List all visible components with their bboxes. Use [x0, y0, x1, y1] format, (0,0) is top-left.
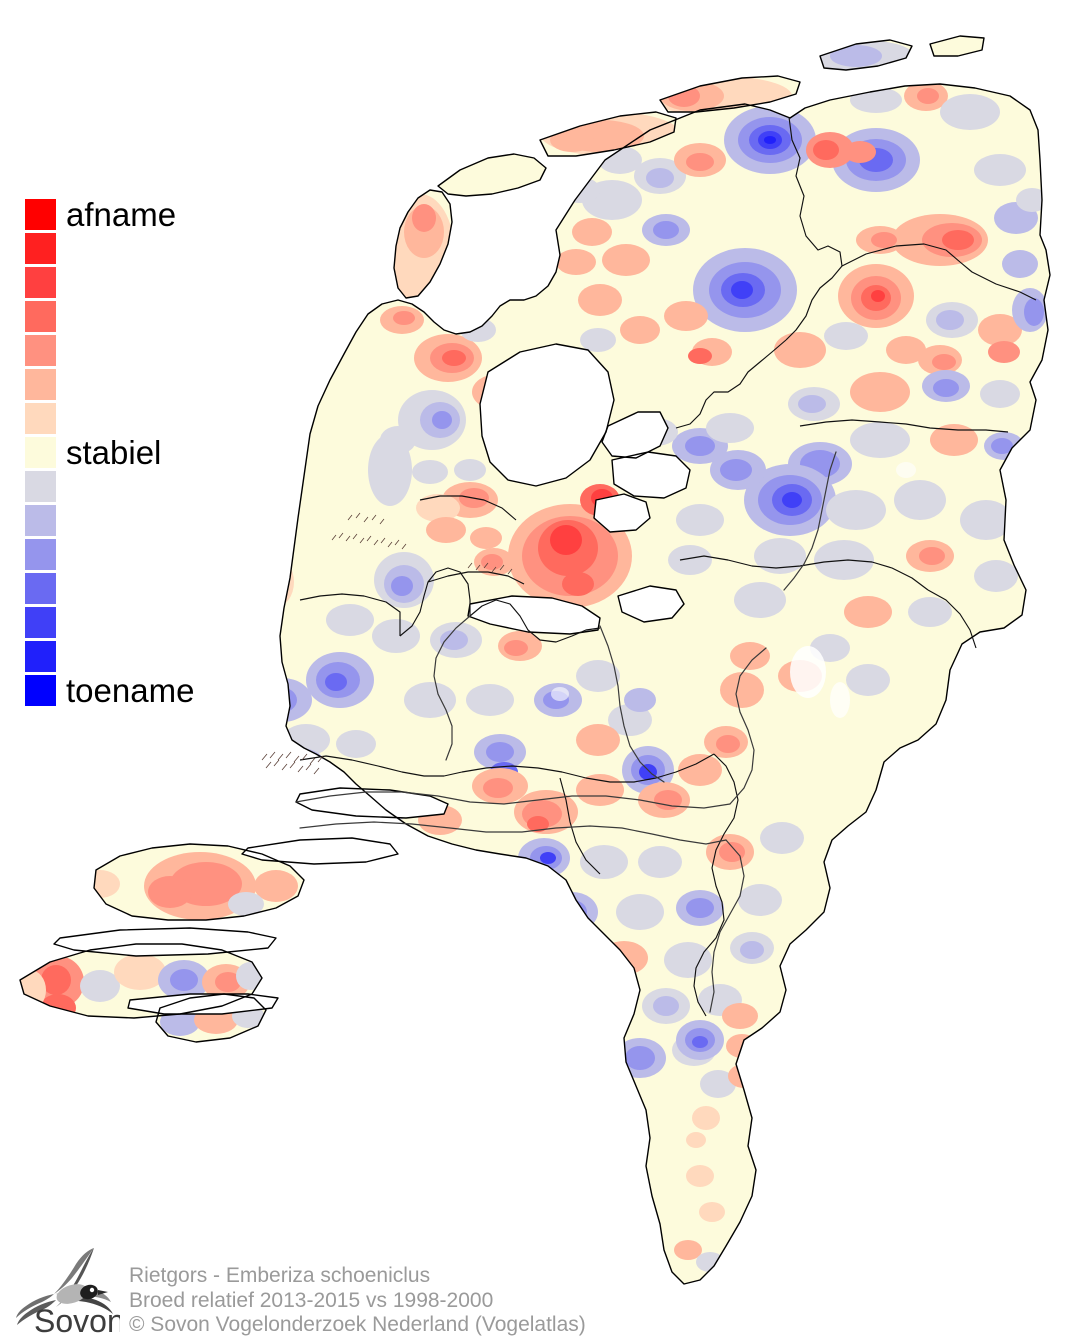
legend-swatch-decrease-2 — [25, 369, 56, 400]
legend-row — [25, 335, 245, 369]
legend-row — [25, 403, 245, 437]
province-boundaries — [299, 116, 1037, 1017]
legend-swatch-decrease-1 — [25, 403, 56, 434]
legend-row — [25, 267, 245, 301]
legend-row — [25, 641, 245, 675]
legend-swatch-decrease-6 — [25, 233, 56, 264]
credits-period: Broed relatief 2013-2015 vs 1998-2000 — [129, 1288, 494, 1312]
legend-swatch-decrease-5 — [25, 267, 56, 298]
legend-row — [25, 607, 245, 641]
credits-block: Rietgors - Emberiza schoeniclus Broed re… — [129, 1264, 586, 1338]
water-bodies — [54, 344, 690, 1014]
legend-swatch-increase-4 — [25, 573, 56, 604]
legend-row: stabiel — [25, 434, 245, 471]
legend-row: toename — [25, 672, 245, 709]
legend-swatch-increase-3 — [25, 539, 56, 570]
swallow-icon: Sovon — [16, 1248, 120, 1338]
map-outlines — [19, 35, 1051, 1285]
legend-row — [25, 301, 245, 335]
trend-surface-zeeland — [20, 852, 298, 1036]
legend-swatch-decrease-7 — [25, 199, 56, 230]
credits-species: Rietgors - Emberiza schoeniclus — [129, 1264, 431, 1287]
legend-swatch-increase-6 — [25, 641, 56, 672]
legend-row — [25, 505, 245, 539]
legend-row — [25, 233, 245, 267]
legend-row — [25, 471, 245, 505]
credits-copyright: © Sovon Vogelonderzoek Nederland (Vogela… — [129, 1313, 586, 1336]
sovon-logo: Sovon — [16, 1240, 120, 1338]
legend-swatch-decrease-3 — [25, 335, 56, 366]
legend-row: afname — [25, 196, 245, 233]
legend-row — [25, 539, 245, 573]
legend-row — [25, 573, 245, 607]
legend-swatch-increase-5 — [25, 607, 56, 638]
legend-swatch-stable — [25, 437, 56, 468]
legend-row — [25, 369, 245, 403]
legend-swatch-increase-7 — [25, 675, 56, 706]
legend-label-toename: toename — [66, 672, 195, 709]
legend-swatch-decrease-4 — [25, 301, 56, 332]
legend-label-afname: afname — [66, 196, 177, 233]
legend: afname stabiel — [25, 196, 245, 709]
legend-swatch-increase-1 — [25, 471, 56, 502]
rivers — [295, 451, 837, 1013]
urban-areas — [261, 512, 513, 775]
legend-label-stabiel: stabiel — [66, 434, 162, 471]
sovon-wordmark: Sovon — [34, 1303, 120, 1338]
figure-footer: Sovon Rietgors - Emberiza schoeniclus Br… — [0, 1238, 1074, 1340]
legend-swatch-increase-2 — [25, 505, 56, 536]
